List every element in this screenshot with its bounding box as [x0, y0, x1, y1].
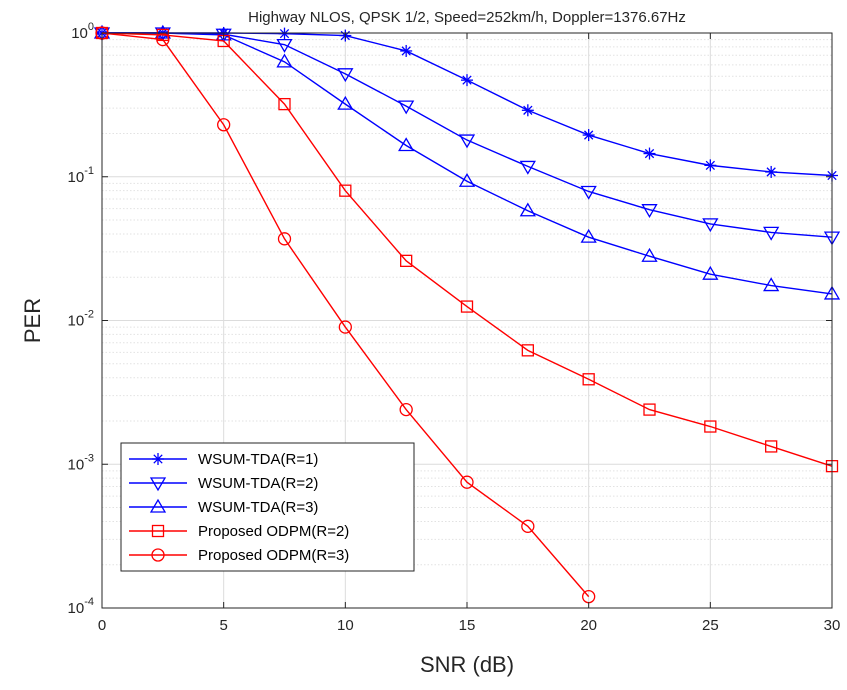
data-point — [400, 44, 413, 57]
data-point — [765, 440, 778, 453]
data-point — [582, 129, 595, 142]
x-tick-label: 30 — [824, 617, 841, 634]
data-point — [521, 104, 534, 117]
legend-item: WSUM-TDA(R=3) — [129, 498, 318, 516]
x-tick-label: 10 — [337, 617, 354, 634]
data-point — [217, 118, 231, 132]
data-point — [582, 373, 595, 386]
y-tick-label: 10-1 — [68, 165, 94, 186]
data-point — [149, 498, 167, 513]
x-tick-label: 25 — [702, 617, 719, 634]
legend-label: Proposed ODPM(R=3) — [198, 547, 349, 564]
legend-item: Proposed ODPM(R=2) — [129, 523, 349, 540]
data-point — [704, 159, 717, 172]
data-point — [337, 95, 354, 110]
data-point — [151, 548, 165, 562]
data-point — [702, 218, 719, 233]
data-point — [641, 204, 658, 218]
data-point — [398, 137, 415, 152]
data-point — [276, 53, 293, 68]
data-point — [643, 403, 656, 416]
data-point — [521, 519, 535, 533]
data-point — [702, 265, 719, 280]
legend-item: WSUM-TDA(R=1) — [129, 451, 318, 468]
data-point — [276, 38, 293, 53]
x-tick-label: 15 — [459, 617, 476, 634]
data-point — [763, 277, 780, 292]
chart-title: Highway NLOS, QPSK 1/2, Speed=252km/h, D… — [248, 9, 686, 26]
series-line — [101, 32, 833, 467]
data-point — [152, 453, 164, 465]
data-point — [154, 24, 171, 39]
data-point — [278, 97, 291, 111]
data-point — [641, 247, 658, 262]
data-point — [151, 524, 165, 538]
data-point — [458, 134, 476, 149]
data-point — [399, 402, 413, 417]
legend-item: Proposed ODPM(R=3) — [129, 547, 349, 564]
data-point — [519, 160, 536, 175]
x-axis: 0 5 10 15 20 25 30 — [98, 33, 841, 634]
data-point — [339, 184, 352, 197]
data-point — [277, 232, 292, 246]
data-point — [460, 300, 474, 313]
legend-label: WSUM-TDA(R=2) — [198, 475, 318, 492]
data-point — [643, 147, 656, 160]
y-tick-label: 10-2 — [68, 309, 94, 330]
y-tick-label: 100 — [71, 21, 94, 42]
data-point — [156, 32, 170, 47]
data-point — [337, 68, 354, 83]
data-point — [763, 226, 780, 241]
x-axis-title: SNR (dB) — [420, 652, 514, 677]
data-point — [458, 172, 476, 187]
y-tick-label: 10-3 — [68, 452, 94, 473]
data-point — [460, 475, 474, 489]
data-point — [765, 165, 778, 178]
data-point — [580, 228, 597, 243]
x-tick-label: 5 — [219, 617, 227, 634]
y-axis-title: PER — [20, 298, 45, 343]
data-point — [461, 74, 473, 87]
legend-item: WSUM-TDA(R=2) — [129, 475, 318, 492]
y-tick-label: 10-4 — [68, 596, 94, 617]
data-point — [400, 254, 413, 267]
data-point — [215, 26, 232, 41]
data-point — [149, 477, 167, 492]
data-point — [521, 344, 534, 357]
series-line — [101, 32, 590, 598]
legend-label: Proposed ODPM(R=2) — [198, 523, 349, 540]
legend-label: WSUM-TDA(R=3) — [198, 499, 318, 516]
legend: WSUM-TDA(R=1) WSUM-TDA(R=2) WSUM-TDA(R=3) P… — [120, 442, 415, 572]
data-point — [580, 185, 597, 200]
x-tick-label: 20 — [580, 617, 597, 634]
legend-label: WSUM-TDA(R=1) — [198, 451, 318, 468]
data-point — [278, 27, 291, 40]
data-point — [519, 202, 536, 217]
data-point — [398, 100, 415, 115]
data-point — [338, 320, 352, 334]
data-point — [704, 420, 717, 433]
x-tick-label: 0 — [98, 617, 106, 634]
y-axis: 100 10-1 10-2 10-3 10-4 — [68, 21, 832, 617]
